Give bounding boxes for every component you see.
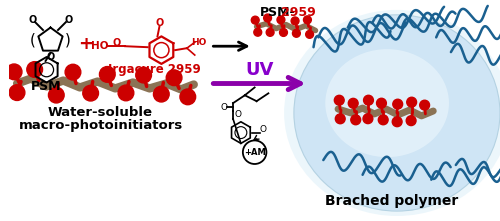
Circle shape bbox=[292, 29, 300, 37]
Circle shape bbox=[406, 116, 416, 126]
Circle shape bbox=[118, 85, 134, 101]
Text: PSM: PSM bbox=[32, 80, 62, 93]
Text: 2959: 2959 bbox=[281, 6, 316, 19]
Circle shape bbox=[420, 100, 430, 110]
Circle shape bbox=[393, 99, 402, 109]
Circle shape bbox=[48, 87, 64, 103]
Circle shape bbox=[363, 114, 373, 124]
Circle shape bbox=[392, 117, 402, 127]
Circle shape bbox=[407, 97, 416, 107]
Text: macro-photoinitiators: macro-photoinitiators bbox=[18, 119, 182, 132]
Text: +: + bbox=[78, 35, 94, 53]
Circle shape bbox=[351, 115, 360, 125]
Circle shape bbox=[264, 14, 272, 22]
Circle shape bbox=[280, 29, 287, 36]
Text: O: O bbox=[220, 103, 228, 112]
Text: O: O bbox=[46, 52, 54, 62]
Circle shape bbox=[291, 17, 299, 25]
Circle shape bbox=[27, 62, 42, 77]
Text: Water-soluble: Water-soluble bbox=[48, 107, 153, 120]
Circle shape bbox=[166, 70, 182, 86]
Circle shape bbox=[100, 67, 115, 82]
Circle shape bbox=[277, 16, 285, 24]
Text: +AM: +AM bbox=[244, 148, 266, 157]
Text: Brached polymer: Brached polymer bbox=[326, 194, 458, 208]
Circle shape bbox=[65, 64, 81, 80]
Ellipse shape bbox=[284, 10, 500, 216]
Circle shape bbox=[180, 89, 196, 105]
Text: O: O bbox=[156, 18, 164, 28]
Circle shape bbox=[378, 115, 388, 125]
Circle shape bbox=[334, 95, 344, 105]
Circle shape bbox=[9, 85, 25, 101]
Ellipse shape bbox=[294, 15, 500, 211]
Text: O: O bbox=[234, 110, 242, 119]
Text: HO: HO bbox=[91, 41, 108, 51]
Text: HO: HO bbox=[191, 38, 206, 47]
Circle shape bbox=[348, 98, 358, 108]
Circle shape bbox=[364, 95, 374, 105]
Text: UV: UV bbox=[246, 61, 274, 79]
Text: (: ( bbox=[30, 33, 36, 48]
Circle shape bbox=[83, 85, 98, 101]
Text: PSM-: PSM- bbox=[260, 6, 295, 19]
Circle shape bbox=[154, 86, 169, 102]
Circle shape bbox=[266, 29, 274, 36]
Circle shape bbox=[304, 16, 312, 24]
Circle shape bbox=[336, 114, 345, 124]
Circle shape bbox=[136, 67, 152, 83]
Circle shape bbox=[376, 98, 386, 108]
Text: O: O bbox=[112, 38, 120, 48]
Text: Irgacure 2959: Irgacure 2959 bbox=[108, 63, 201, 76]
Text: O: O bbox=[260, 125, 267, 134]
Text: ): ) bbox=[65, 33, 71, 48]
Text: O: O bbox=[64, 15, 73, 25]
Text: O: O bbox=[28, 15, 36, 25]
Circle shape bbox=[254, 28, 262, 36]
Ellipse shape bbox=[326, 49, 449, 157]
Circle shape bbox=[252, 16, 259, 24]
Circle shape bbox=[6, 64, 22, 80]
Circle shape bbox=[306, 30, 314, 38]
